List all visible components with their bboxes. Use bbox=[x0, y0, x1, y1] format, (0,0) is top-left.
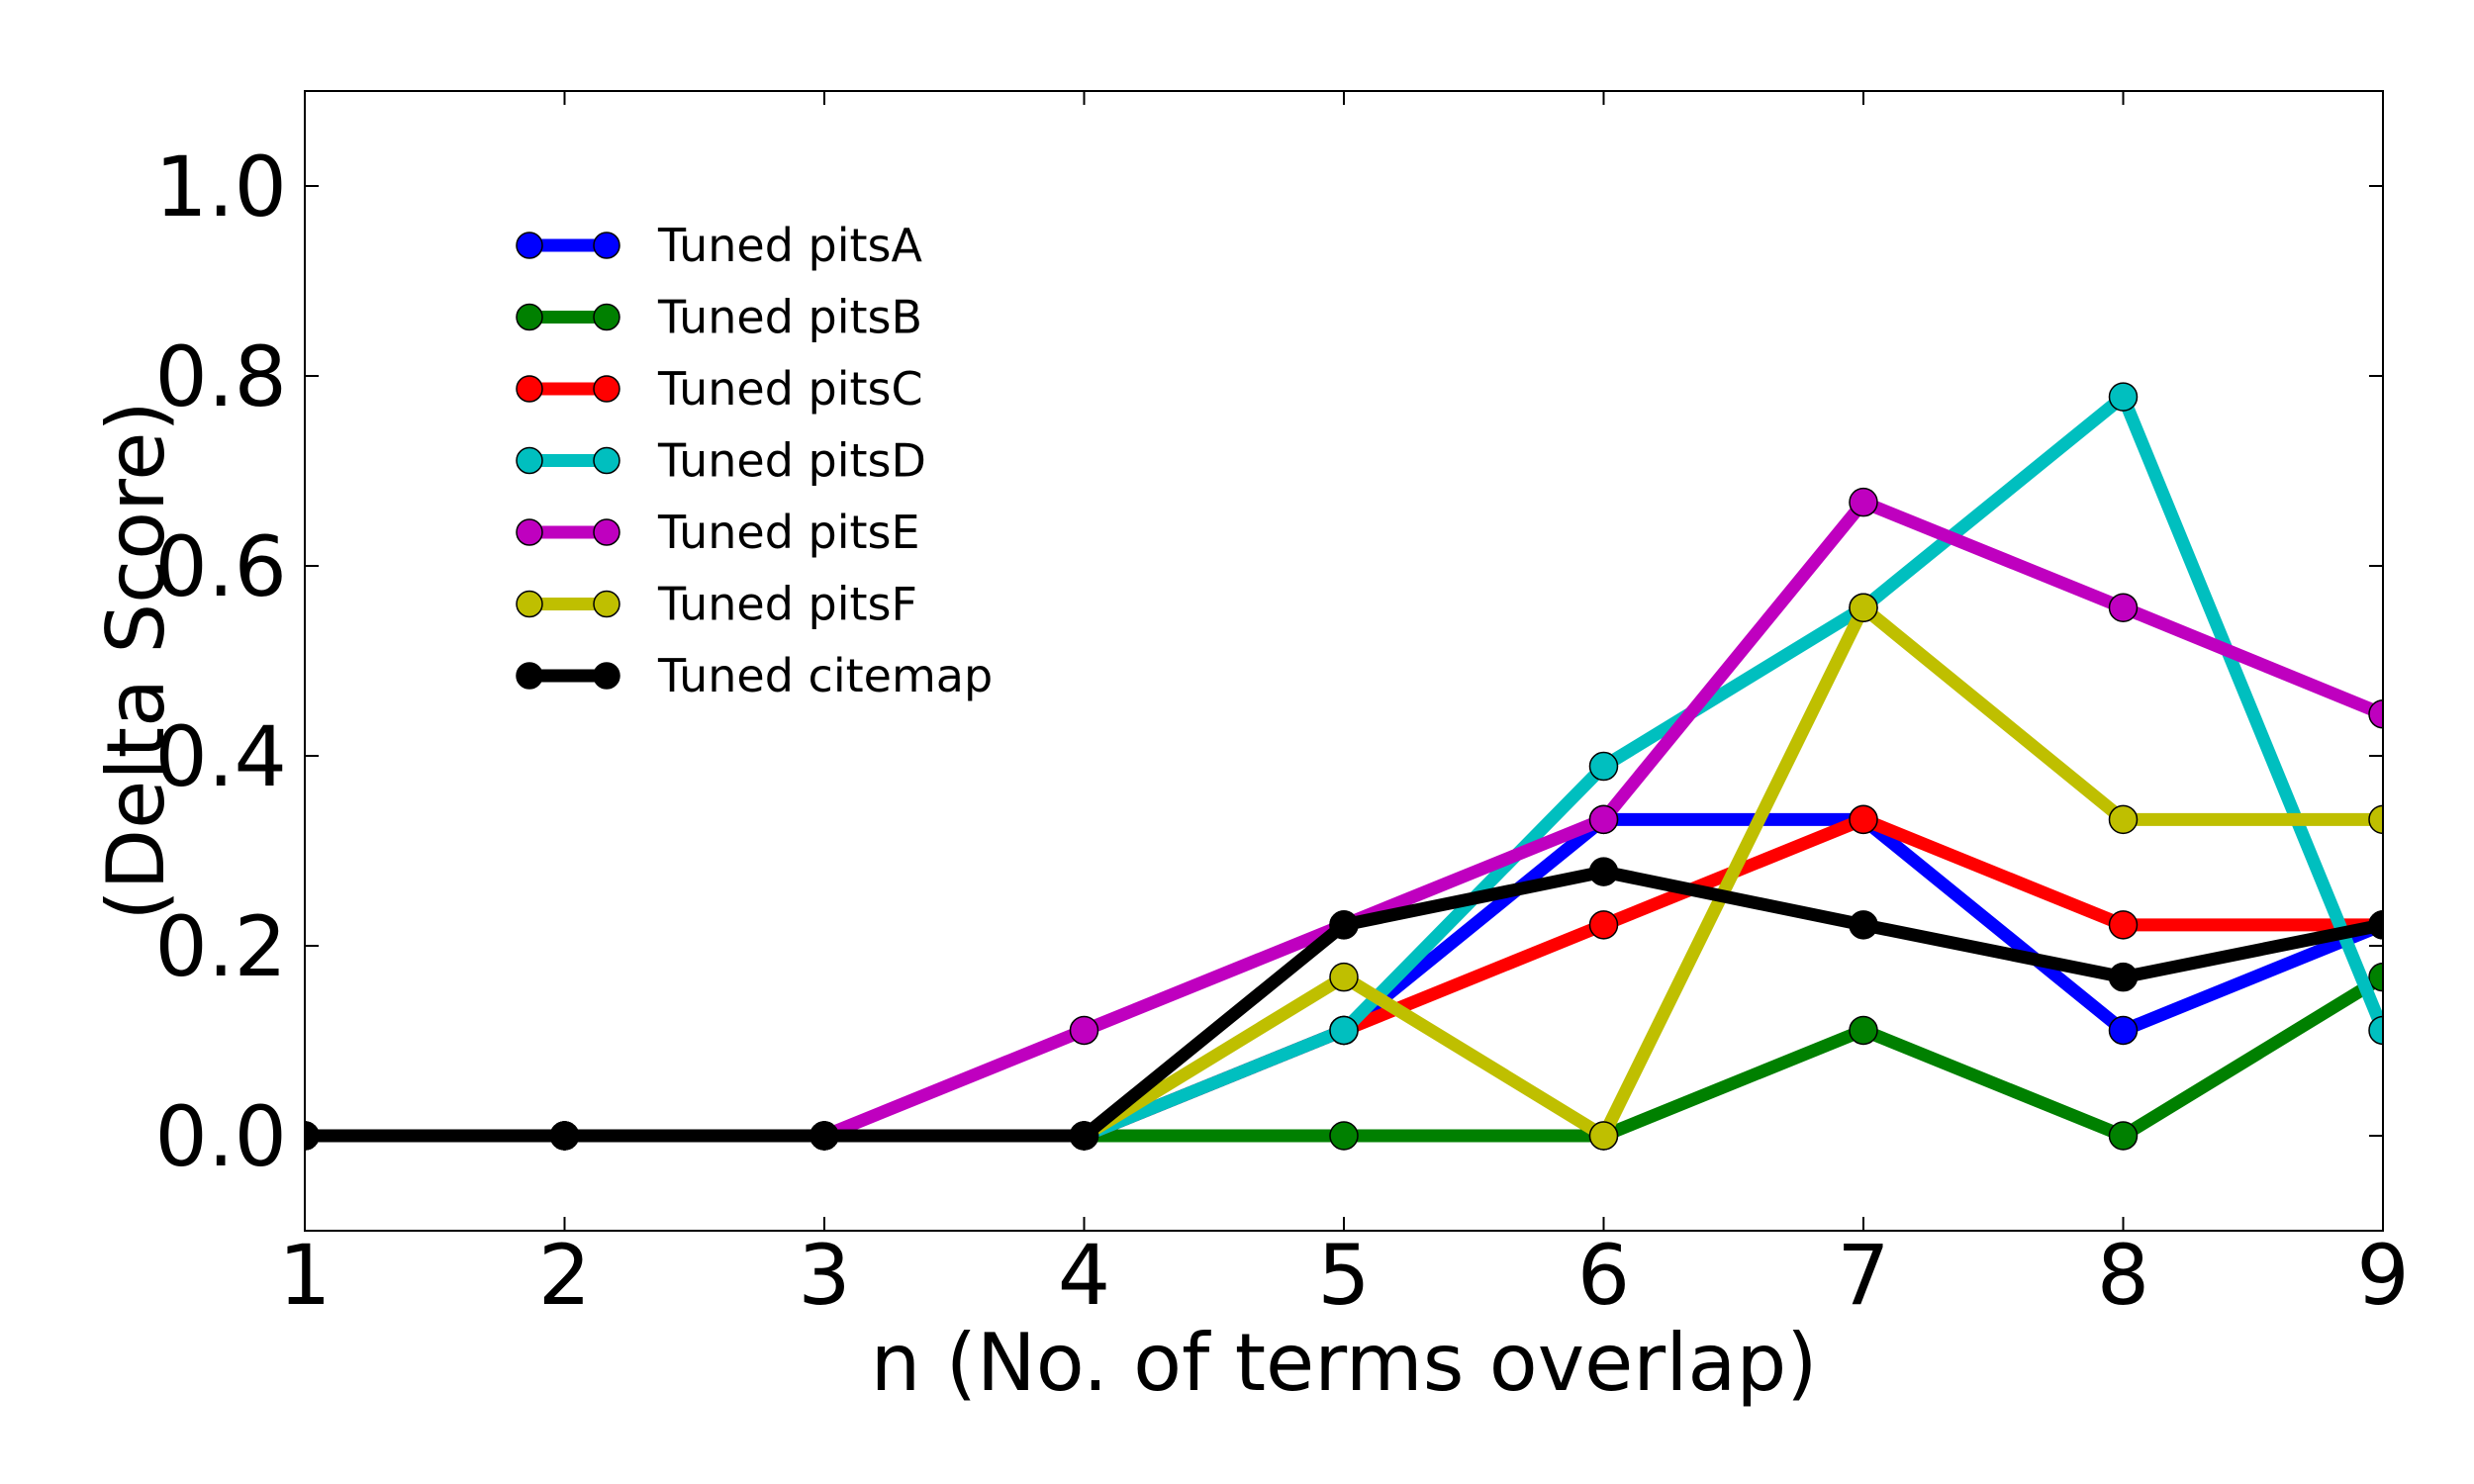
data-point bbox=[809, 1121, 839, 1151]
data-point bbox=[2108, 962, 2139, 992]
legend-marker bbox=[516, 518, 543, 546]
legend-item: Tuned pitsD bbox=[516, 434, 926, 488]
ticks-layer: 1 2 3 4 5 6 7 8 9 0.0 0.2 0.4 0.6 0.8 1.0 bbox=[154, 91, 2410, 1324]
legend-marker bbox=[516, 303, 543, 331]
y-tick-label: 0.6 bbox=[154, 518, 287, 615]
x-tick-label: 2 bbox=[538, 1227, 591, 1324]
legend-label: Tuned citemap bbox=[657, 649, 993, 702]
data-point bbox=[2108, 1121, 2139, 1151]
legend-marker bbox=[593, 375, 620, 403]
legend-marker bbox=[516, 662, 543, 690]
data-point bbox=[2368, 910, 2383, 940]
data-point bbox=[2368, 962, 2383, 992]
legend-marker bbox=[593, 232, 620, 259]
x-axis-label: n (No. of terms overlap) bbox=[871, 1317, 1818, 1409]
legend-marker bbox=[516, 375, 543, 403]
legend-label: Tuned pitsB bbox=[657, 291, 922, 344]
legend-label: Tuned pitsD bbox=[657, 434, 926, 488]
legend-item: Tuned citemap bbox=[516, 649, 993, 702]
data-point bbox=[1069, 1121, 1099, 1151]
legend-marker bbox=[593, 590, 620, 618]
data-point bbox=[1849, 593, 1878, 622]
data-point bbox=[2108, 1015, 2139, 1046]
data-point bbox=[1329, 910, 1359, 940]
x-tick-label: 1 bbox=[278, 1227, 331, 1324]
data-point bbox=[2108, 382, 2139, 412]
legend-item: Tuned pitsF bbox=[516, 578, 917, 631]
legend-item: Tuned pitsB bbox=[516, 291, 922, 344]
y-axis-label: (Delta Score) bbox=[90, 401, 182, 920]
data-point bbox=[1849, 804, 1878, 835]
x-tick-label: 3 bbox=[798, 1227, 850, 1324]
data-point bbox=[1849, 487, 1878, 517]
y-tick-label: 0.8 bbox=[154, 328, 287, 425]
legend-label: Tuned pitsA bbox=[657, 219, 923, 272]
legend: Tuned pitsA Tuned pitsB Tuned pitsC Tuned p… bbox=[516, 219, 993, 702]
y-tick-label: 0.4 bbox=[154, 708, 287, 805]
y-tick-label: 0.2 bbox=[154, 898, 287, 995]
data-point bbox=[2368, 1015, 2383, 1046]
legend-label: Tuned pitsE bbox=[657, 506, 920, 559]
data-point bbox=[1588, 804, 1619, 835]
x-tick-label: 8 bbox=[2097, 1227, 2149, 1324]
data-point bbox=[1849, 1015, 1878, 1046]
legend-item: Tuned pitsC bbox=[516, 362, 923, 416]
x-tick-label: 9 bbox=[2356, 1227, 2409, 1324]
data-point bbox=[1069, 1015, 1099, 1046]
legend-marker bbox=[593, 446, 620, 475]
data-point bbox=[2108, 804, 2139, 835]
legend-item: Tuned pitsA bbox=[516, 219, 923, 272]
data-point bbox=[1588, 751, 1619, 782]
data-point bbox=[1588, 910, 1619, 940]
data-point bbox=[1849, 910, 1878, 940]
data-point bbox=[1329, 962, 1359, 992]
y-tick-label: 1.0 bbox=[154, 139, 287, 235]
legend-marker bbox=[516, 590, 543, 618]
data-point bbox=[1588, 857, 1619, 886]
series-layer bbox=[305, 382, 2383, 1151]
x-tick-label: 4 bbox=[1058, 1227, 1110, 1324]
legend-marker bbox=[593, 662, 620, 690]
x-tick-label: 6 bbox=[1577, 1227, 1630, 1324]
legend-label: Tuned pitsC bbox=[657, 362, 923, 416]
legend-item: Tuned pitsE bbox=[516, 506, 920, 559]
legend-marker bbox=[516, 232, 543, 259]
x-tick-label: 5 bbox=[1317, 1227, 1370, 1324]
y-tick-label: 0.0 bbox=[154, 1088, 287, 1185]
data-point bbox=[1588, 1121, 1619, 1151]
data-point bbox=[2368, 804, 2383, 835]
data-point bbox=[2368, 699, 2383, 729]
data-point bbox=[1329, 1121, 1359, 1151]
legend-marker bbox=[593, 518, 620, 546]
data-point bbox=[2108, 910, 2139, 940]
data-point bbox=[1329, 1015, 1359, 1046]
legend-label: Tuned pitsF bbox=[657, 578, 917, 631]
series-tuned-citemap bbox=[305, 857, 2383, 1151]
x-tick-label: 7 bbox=[1837, 1227, 1889, 1324]
legend-marker bbox=[593, 303, 620, 331]
data-point bbox=[2108, 593, 2139, 622]
data-point bbox=[549, 1121, 580, 1151]
legend-marker bbox=[516, 446, 543, 475]
